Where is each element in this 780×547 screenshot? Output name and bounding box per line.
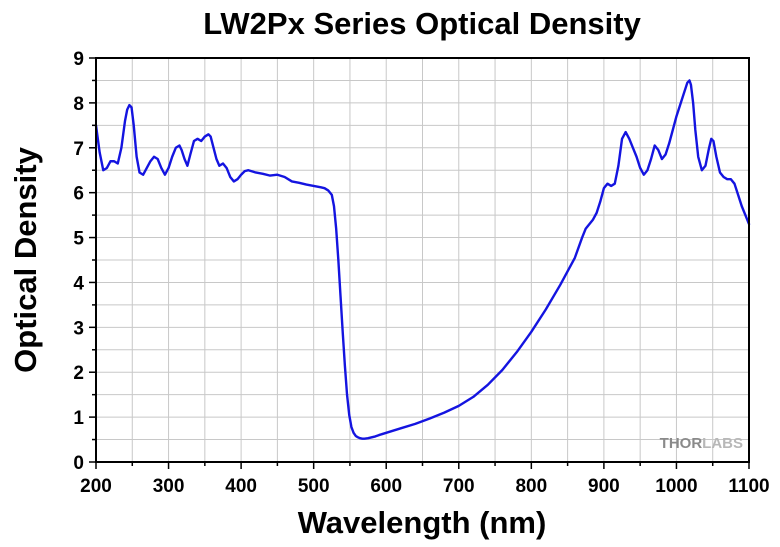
y-tick-label: 5	[73, 229, 84, 250]
y-tick-label: 0	[73, 453, 84, 474]
y-tick-label: 8	[73, 94, 84, 115]
x-tick-label: 1100	[728, 476, 769, 497]
x-tick-label: 500	[298, 476, 330, 497]
y-tick-label: 3	[73, 318, 84, 339]
logo-part-labs: LABS	[702, 435, 743, 452]
series-line-1	[94, 79, 751, 440]
thorlabs-logo: THORLABS	[660, 435, 743, 452]
x-axis-title: Wavelength (nm)	[298, 505, 547, 540]
y-tick-label: 9	[73, 49, 84, 70]
x-tick-label: 800	[515, 476, 547, 497]
y-tick-label: 1	[73, 408, 84, 429]
axis-ticks: 200 300 400 500 600 700 800 900 1000 1100 0 1 2 3 4 5 6 7…	[73, 49, 769, 497]
x-tick-label: 300	[153, 476, 185, 497]
y-axis-title: Optical Density	[8, 146, 43, 372]
thorlabs-logo-text: THORLABS	[660, 435, 743, 452]
x-tick-label: 700	[443, 476, 475, 497]
y-tick-label: 7	[73, 139, 84, 160]
plot-series	[94, 79, 751, 440]
grid	[96, 58, 749, 462]
y-tick-label: 4	[73, 273, 84, 294]
logo-part-thor: THOR	[660, 435, 703, 452]
x-tick-label: 200	[80, 476, 112, 497]
y-tick-label: 6	[73, 184, 84, 205]
x-tick-label: 900	[588, 476, 620, 497]
x-tick-label: 600	[370, 476, 402, 497]
chart-title: LW2Px Series Optical Density	[203, 6, 641, 41]
x-tick-label: 1000	[655, 476, 697, 497]
x-tick-label: 400	[225, 476, 257, 497]
y-tick-label: 2	[73, 363, 84, 384]
